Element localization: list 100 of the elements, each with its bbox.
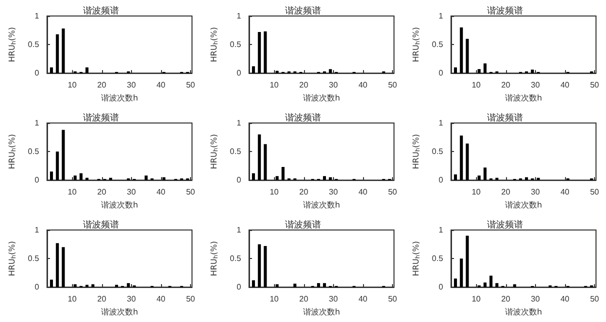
- bar: [91, 284, 94, 288]
- bar: [478, 69, 481, 74]
- y-tick-label: 1: [438, 12, 444, 20]
- y-tick-label: 0: [236, 176, 242, 185]
- x-tick-label: 50: [388, 294, 398, 304]
- chart-title: 谐波频谱: [83, 112, 119, 124]
- x-tick-label: 10: [472, 294, 482, 304]
- bar: [454, 174, 457, 180]
- bar: [293, 284, 296, 288]
- bar: [264, 246, 267, 288]
- chart-title: 谐波频谱: [487, 6, 523, 16]
- bar: [282, 166, 285, 180]
- chart-title: 谐波频谱: [285, 112, 321, 124]
- bar: [56, 34, 59, 74]
- x-tick-label: 30: [530, 294, 540, 304]
- bar: [276, 176, 279, 180]
- x-tick-label: 40: [156, 188, 166, 197]
- bar: [489, 276, 492, 288]
- x-axis-title: 谐波次数h: [302, 94, 340, 102]
- x-tick-label: 20: [299, 294, 309, 304]
- bar: [466, 38, 469, 74]
- y-tick-label: 0: [236, 282, 242, 292]
- x-tick-label: 20: [299, 188, 309, 197]
- bar: [484, 63, 487, 74]
- chart-title: 谐波频谱: [285, 6, 321, 16]
- x-tick-label: 50: [186, 188, 196, 197]
- x-tick-label: 10: [270, 188, 280, 197]
- x-axis-title: 谐波次数h: [302, 200, 340, 210]
- x-tick-label: 30: [126, 188, 136, 197]
- x-axis-title: 谐波次数h: [100, 200, 138, 210]
- bar: [524, 177, 528, 180]
- chart-title: 谐波频谱: [83, 6, 119, 16]
- x-tick-label: 30: [328, 294, 338, 304]
- bar: [74, 176, 77, 180]
- x-tick-label: 10: [68, 80, 78, 90]
- x-tick-label: 10: [270, 80, 280, 90]
- x-tick-label: 40: [358, 80, 368, 90]
- y-tick-label: 0.5: [28, 147, 40, 156]
- bar: [62, 130, 65, 180]
- y-tick-label: 1: [34, 226, 40, 234]
- bar: [328, 69, 332, 74]
- x-tick-label: 50: [590, 80, 600, 90]
- chart-title: 谐波频谱: [487, 220, 523, 230]
- y-tick-label: 0: [438, 282, 444, 292]
- y-tick-label: 1: [34, 118, 40, 128]
- x-tick-label: 40: [358, 294, 368, 304]
- bar: [50, 67, 53, 74]
- x-tick-label: 10: [270, 294, 280, 304]
- bar: [144, 176, 148, 180]
- y-tick-label: 1: [236, 118, 242, 128]
- y-tick-label: 0: [438, 176, 444, 185]
- y-tick-label: 1: [438, 118, 444, 128]
- x-tick-label: 40: [560, 188, 570, 197]
- bar: [322, 176, 326, 180]
- bar: [513, 284, 516, 288]
- x-tick-label: 50: [186, 80, 196, 90]
- x-axis-title: 谐波次数h: [302, 308, 340, 316]
- y-tick-label: 1: [34, 12, 40, 20]
- bar: [258, 134, 261, 180]
- y-tick-label: 0: [438, 68, 444, 78]
- x-tick-label: 30: [126, 80, 136, 90]
- bar: [484, 168, 487, 180]
- bar: [454, 278, 457, 288]
- y-tick-label: 0.5: [28, 254, 40, 264]
- chart-title: 谐波频谱: [285, 220, 321, 230]
- bar: [276, 284, 279, 288]
- y-tick-label: 1: [236, 226, 242, 234]
- bar: [460, 258, 463, 288]
- x-tick-label: 10: [472, 80, 482, 90]
- bar: [62, 28, 65, 74]
- bar: [484, 282, 487, 288]
- y-tick-label: 0.5: [230, 254, 242, 264]
- bar: [252, 280, 255, 288]
- x-tick-label: 30: [328, 80, 338, 90]
- bar: [328, 177, 332, 180]
- y-tick-label: 1: [438, 226, 444, 234]
- bar: [466, 236, 469, 288]
- x-tick-label: 30: [530, 80, 540, 90]
- x-tick-label: 20: [501, 188, 511, 197]
- chart-title: 谐波频谱: [83, 220, 119, 230]
- x-axis-title: 谐波次数h: [100, 308, 138, 316]
- bar: [460, 27, 463, 74]
- x-tick-label: 40: [358, 188, 368, 197]
- x-tick-label: 10: [472, 188, 482, 197]
- x-tick-label: 50: [388, 80, 398, 90]
- x-axis-title: 谐波次数h: [504, 94, 542, 102]
- x-tick-label: 20: [299, 80, 309, 90]
- y-tick-label: 1: [236, 12, 242, 20]
- bar: [466, 144, 469, 180]
- bar: [322, 283, 326, 288]
- x-tick-label: 30: [328, 188, 338, 197]
- y-tick-label: 0.5: [432, 40, 444, 50]
- y-tick-label: 0: [34, 282, 40, 292]
- x-axis-title: 谐波次数h: [100, 94, 138, 102]
- x-tick-label: 50: [590, 188, 600, 197]
- bar: [62, 247, 65, 288]
- bar: [162, 177, 166, 180]
- x-tick-label: 40: [560, 80, 570, 90]
- y-tick-label: 0.5: [432, 254, 444, 264]
- bar: [50, 172, 53, 180]
